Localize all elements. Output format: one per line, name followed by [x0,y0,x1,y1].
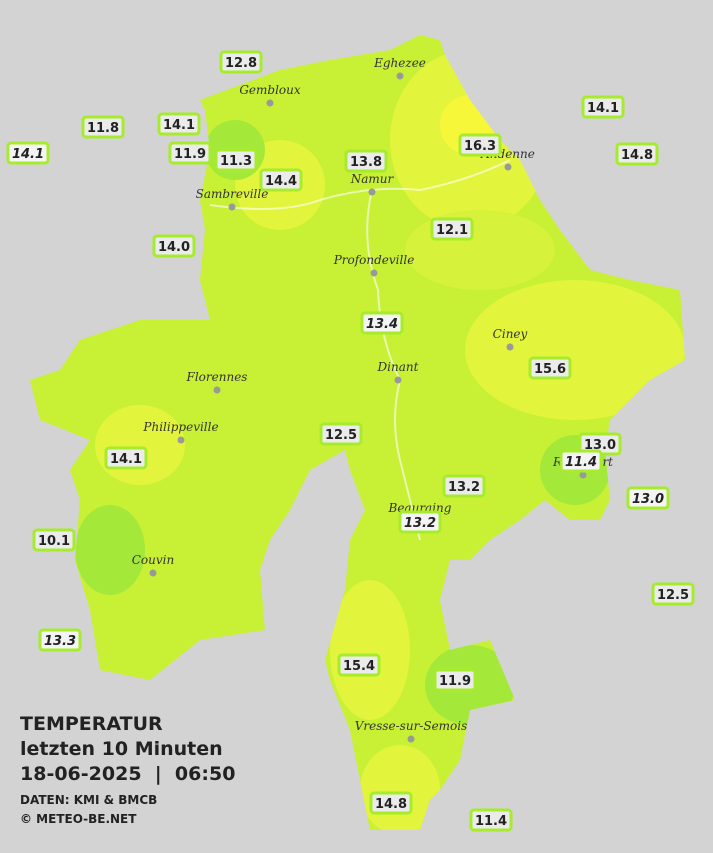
station-box [528,356,572,380]
station-box [168,141,212,165]
city-dot [396,72,404,80]
station-value: 14.1 [163,118,195,133]
city-name: Dinant [377,360,419,374]
station-value: 13.3 [44,634,76,649]
station-value: 13.2 [448,480,480,495]
station-value: 16.3 [464,139,496,154]
station-value: 12.8 [225,56,257,71]
station-value: 11.9 [439,674,471,689]
city-name: Eghezee [373,56,426,70]
station-box [615,142,659,166]
legend-datetime: 18-06-2025 | 06:50 [20,763,235,785]
stations: 12.8 14.1 11.8 14.1 11.9 11.3 14.4 13.8 16.3 14.1… [6,50,695,832]
city-dot [504,163,512,171]
station-box [337,653,381,677]
station-value: 13.0 [584,438,616,453]
station-value: 14.8 [375,797,407,812]
legend-title: TEMPERATUR [20,713,163,735]
city-dot [579,471,587,479]
station-box [651,582,695,606]
legend-credit: © METEO-BE.NET [20,812,137,826]
city-name: Profondeville [333,253,415,267]
station-value: 13.8 [350,155,382,170]
station-box [6,141,50,165]
station-box [626,486,670,510]
city-name: Gembloux [239,83,301,97]
city-name: Vresse-sur-Semois [355,719,468,733]
station-box [32,528,76,552]
station-box [369,791,413,815]
station-box [214,148,258,172]
station-box [442,474,486,498]
station-value: 11.4 [565,455,597,470]
station-box [581,95,625,119]
city-name: Couvin [132,553,174,567]
city-name: Sambreville [196,187,269,201]
station-box [430,217,474,241]
city-dot [149,569,157,577]
station-value: 10.1 [38,534,70,549]
station-box [319,422,363,446]
station-value: 11.3 [220,154,252,169]
station-box [344,149,388,173]
city-dot [266,99,274,107]
city-name: Philippeville [142,420,218,434]
station-value: 12.1 [436,223,468,238]
station-box [152,234,196,258]
station-box [157,112,201,136]
station-box [81,115,125,139]
station-value: 14.0 [158,240,190,255]
legend: TEMPERATUR letzten 10 Minuten 18-06-2025… [20,713,235,826]
city-dot [177,436,185,444]
station-value: 15.6 [534,362,566,377]
station-value: 11.4 [475,814,507,829]
city-name: Namur [350,172,395,186]
city-dot [370,269,378,277]
station-value: 14.1 [587,101,619,116]
station-box [559,449,603,473]
city-dot [407,735,415,743]
station-box [38,628,82,652]
legend-source: DATEN: KMI & BMCB [20,793,157,807]
city-dot [228,203,236,211]
station-value: 13.0 [632,492,664,507]
station-value: 14.1 [12,147,44,162]
legend-subtitle: letzten 10 Minuten [20,738,223,760]
city-name: Florennes [186,370,248,384]
station-value: 11.9 [174,147,206,162]
city-dot [368,188,376,196]
station-box [458,133,502,157]
station-value: 13.4 [366,317,398,332]
station-value: 15.4 [343,659,375,674]
station-value: 12.5 [657,588,689,603]
station-box [360,311,404,335]
city-dot [394,376,402,384]
station-box [433,668,477,692]
station-value: 13.2 [404,516,436,531]
station-value: 14.1 [110,452,142,467]
station-box [398,510,442,534]
city-name: Ciney [493,327,528,341]
station-box [469,808,513,832]
station-value: 14.8 [621,148,653,163]
station-box [259,168,303,192]
station-box [219,50,263,74]
river-sambre-meuse [209,159,511,210]
station-value: 12.5 [325,428,357,443]
station-box [104,446,148,470]
city-dot [213,386,221,394]
station-value: 14.4 [265,174,297,189]
station-value: 11.8 [87,121,119,136]
city-dot [506,343,514,351]
